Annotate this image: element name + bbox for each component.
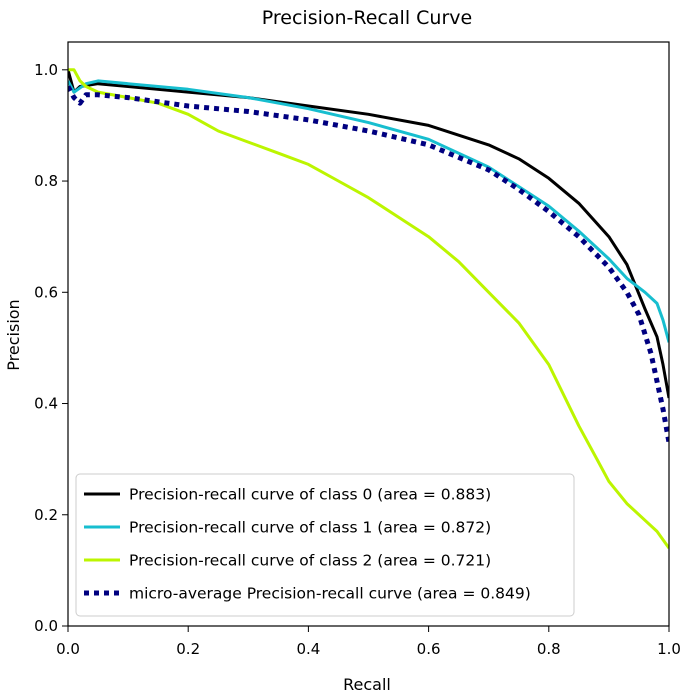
chart-title: Precision-Recall Curve (262, 7, 472, 29)
y-tick-label: 0.4 (34, 395, 58, 413)
legend-label-3: micro-average Precision-recall curve (ar… (129, 585, 531, 603)
legend-box (75, 473, 575, 617)
y-tick-label: 0.2 (34, 506, 58, 524)
x-tick-label: 0.4 (296, 640, 320, 658)
y-axis-label: Precision (4, 299, 23, 370)
x-tick-label: 0.6 (417, 640, 441, 658)
axes: 0.0 0.2 0.4 0.6 0.8 1.0 0.0 0.2 0.4 0.6 0.8 1.0 (34, 41, 681, 658)
x-tick-label: 0.2 (176, 640, 200, 658)
legend-label-0: Precision-recall curve of class 0 (area … (129, 486, 491, 504)
legend-label-1: Precision-recall curve of class 1 (area … (129, 519, 491, 537)
x-axis-label: Recall (343, 675, 391, 694)
y-tick-label: 0.8 (34, 172, 58, 190)
y-tick-label: 1.0 (34, 61, 58, 79)
x-tick-label: 1.0 (657, 640, 681, 658)
series-line-3 (68, 85, 669, 443)
y-tick-label: 0.6 (34, 283, 58, 301)
x-tick-label: 0.0 (56, 640, 80, 658)
plot-area (68, 68, 669, 549)
series-line-0 (68, 69, 669, 399)
axes-frame (67, 41, 670, 627)
x-tick-label: 0.8 (537, 640, 561, 658)
y-tick-label: 0.0 (34, 617, 58, 635)
legend: Precision-recall curve of class 0 (area … (75, 473, 575, 617)
legend-label-2: Precision-recall curve of class 2 (area … (129, 552, 491, 570)
series-line-1 (68, 79, 669, 343)
